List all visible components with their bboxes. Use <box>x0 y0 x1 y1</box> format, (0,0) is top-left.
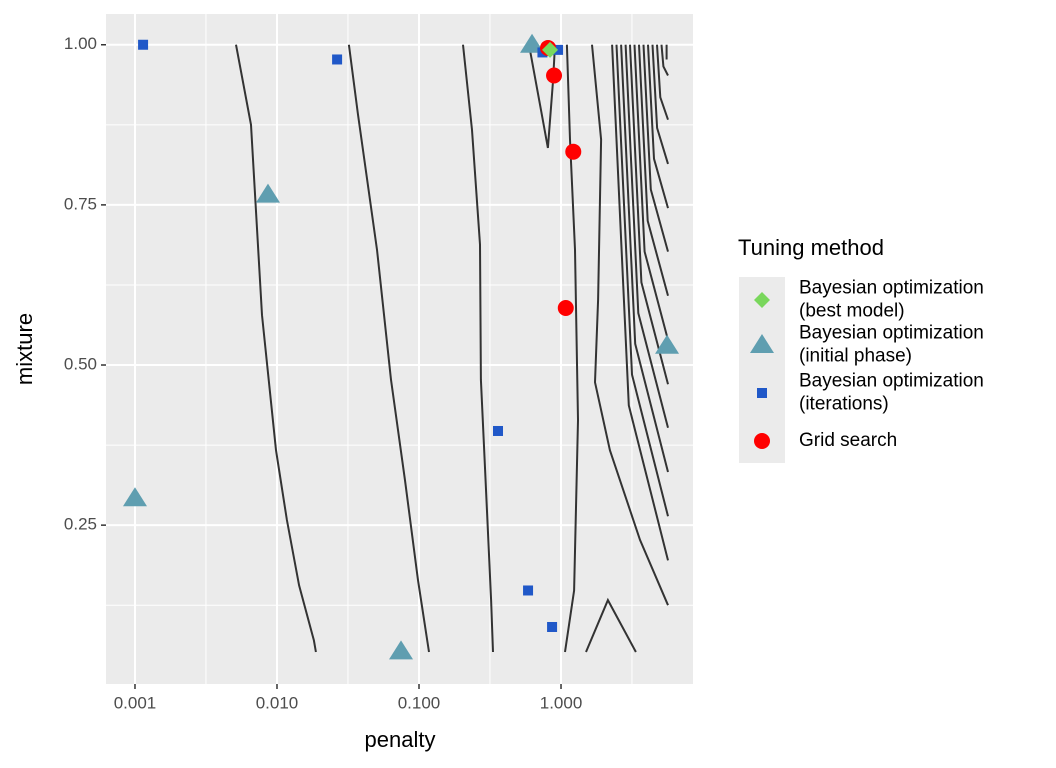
point <box>523 585 534 596</box>
contour-line <box>638 44 669 297</box>
point <box>255 183 280 203</box>
y-tick-label: 0.75 <box>64 194 97 213</box>
panel <box>106 14 693 684</box>
y-tick-label: 1.00 <box>64 34 97 53</box>
contour-line <box>585 597 637 653</box>
x-tick-label: 0.010 <box>256 693 299 712</box>
contour-line <box>660 44 669 76</box>
point <box>565 143 582 160</box>
contour-line <box>633 44 669 341</box>
y-tick-label: 0.25 <box>64 515 97 534</box>
contour-line <box>656 44 669 121</box>
point <box>546 67 563 84</box>
point <box>332 54 343 65</box>
x-tick-label: 0.001 <box>114 693 157 712</box>
point <box>655 334 680 354</box>
legend-key <box>750 334 774 353</box>
legend: Tuning method Bayesian optimization (best… <box>738 235 984 463</box>
point <box>542 41 559 58</box>
contour-line <box>591 44 669 606</box>
point <box>138 39 149 50</box>
legend-label: Bayesian optimization (initial phase) <box>799 323 984 367</box>
point <box>122 487 147 507</box>
legend-label: Grid search <box>799 430 897 451</box>
point <box>389 640 414 660</box>
point <box>553 44 564 55</box>
contour-line <box>462 44 494 653</box>
y-axis-title: mixture <box>12 313 37 385</box>
point <box>493 425 504 436</box>
contour-line <box>647 44 669 209</box>
legend-label: Bayesian optimization (iterations) <box>799 371 984 415</box>
contour-line <box>564 44 580 653</box>
contour-line <box>642 44 669 252</box>
point <box>557 300 574 317</box>
legend-key <box>757 388 767 398</box>
legend-key <box>754 292 770 308</box>
legend-title: Tuning method <box>738 235 884 260</box>
contour-line <box>651 44 669 165</box>
points <box>122 33 680 660</box>
contour-line <box>615 44 669 517</box>
contour-line <box>347 44 430 653</box>
x-axis-title: penalty <box>365 727 436 752</box>
x-tick-label: 0.100 <box>398 693 441 712</box>
contour-line <box>235 44 317 653</box>
contour-line <box>620 44 669 473</box>
point <box>547 621 558 632</box>
grid <box>106 14 693 684</box>
contour-line <box>611 44 669 561</box>
axes: 0.001 0.010 0.100 1.000 0.25 0.50 0.75 1.00 <box>64 34 582 712</box>
contour-line <box>624 44 669 429</box>
x-tick-label: 1.000 <box>540 693 583 712</box>
y-tick-label: 0.50 <box>64 354 97 373</box>
legend-label: Bayesian optimization (best model) <box>799 278 984 322</box>
legend-key <box>754 433 770 449</box>
